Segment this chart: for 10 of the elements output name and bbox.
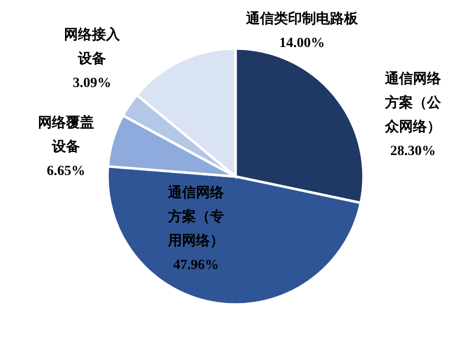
slice-label: 通信类印制电路板: [245, 10, 359, 27]
data-label: 3.09%: [72, 76, 112, 91]
slice-label: 网络接入设备: [64, 26, 121, 67]
data-label: 47.96%: [173, 258, 219, 273]
slice-label: 网络覆盖设备: [38, 114, 94, 155]
slice-label: 通信网络方案（公众网络）: [384, 70, 442, 135]
slice-label: 通信网络方案（专用网络）: [167, 184, 225, 249]
data-label: 6.65%: [46, 164, 86, 179]
data-label: 28.30%: [390, 144, 436, 159]
data-label: 14.00%: [279, 36, 325, 51]
